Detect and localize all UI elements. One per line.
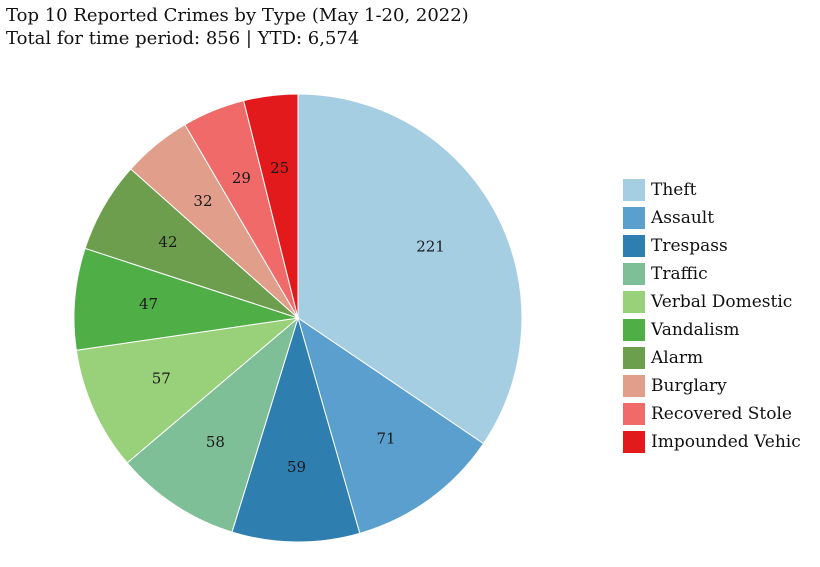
pie-slice-traffic <box>126 316 299 533</box>
data-label-traffic: 58 <box>206 433 225 451</box>
data-label-theft: 221 <box>416 238 445 256</box>
chart-titles: Top 10 Reported Crimes by Type (May 1-20… <box>6 4 469 50</box>
legend-swatch <box>623 207 645 229</box>
legend-swatch <box>623 431 645 453</box>
legend-label: Traffic <box>651 264 708 284</box>
legend-swatch <box>623 179 645 201</box>
data-label-impounded-vehic: 25 <box>270 159 289 177</box>
legend-item-burglary: Burglary <box>623 372 801 400</box>
legend-swatch <box>623 375 645 397</box>
legend-item-trespass: Trespass <box>623 232 801 260</box>
legend-label: Trespass <box>651 236 728 256</box>
pie-slice-vandalism <box>73 247 299 351</box>
legend-item-recovered-stole: Recovered Stole <box>623 400 801 428</box>
legend-item-verbal-domestic: Verbal Domestic <box>623 288 801 316</box>
data-label-verbal-domestic: 57 <box>152 370 171 388</box>
legend-label: Recovered Stole <box>651 404 792 424</box>
legend-item-alarm: Alarm <box>623 344 801 372</box>
pie-slice-theft <box>297 93 523 445</box>
legend-item-theft: Theft <box>623 176 801 204</box>
pie-slice-impounded-vehic <box>243 93 299 319</box>
legend-item-traffic: Traffic <box>623 260 801 288</box>
legend-item-impounded-vehic: Impounded Vehic <box>623 428 801 456</box>
data-label-vandalism: 47 <box>139 295 158 313</box>
legend-swatch <box>623 291 645 313</box>
data-label-recovered-stole: 29 <box>232 169 251 187</box>
legend-swatch <box>623 263 645 285</box>
data-label-assault: 71 <box>377 429 396 447</box>
pie-slices <box>73 93 523 543</box>
legend-label: Alarm <box>651 348 704 368</box>
data-label-alarm: 42 <box>158 233 177 251</box>
legend-label: Assault <box>651 208 715 228</box>
pie-slice-verbal-domestic <box>75 317 300 464</box>
legend-swatch <box>623 235 645 257</box>
chart-title: Top 10 Reported Crimes by Type (May 1-20… <box>6 5 469 26</box>
data-label-burglary: 32 <box>193 192 212 210</box>
pie-slice-trespass <box>231 316 361 543</box>
legend-item-assault: Assault <box>623 204 801 232</box>
pie-data-labels: 221 71 59 58 57 47 42 32 29 25 <box>139 159 445 476</box>
chart-subtitle: Total for time period: 856 | YTD: 6,574 <box>6 28 360 49</box>
legend-swatch <box>623 319 645 341</box>
data-label-trespass: 59 <box>287 458 306 476</box>
legend-label: Burglary <box>651 376 727 396</box>
legend-swatch <box>623 347 645 369</box>
legend: Theft Assault Trespass Traffic Verbal Domest… <box>623 176 801 456</box>
legend-label: Theft <box>651 180 697 200</box>
legend-swatch <box>623 403 645 425</box>
legend-item-vandalism: Vandalism <box>623 316 801 344</box>
pie-chart: 221 71 59 58 57 47 42 32 29 25 <box>73 93 523 543</box>
legend-label: Verbal Domestic <box>651 292 793 312</box>
legend-label: Vandalism <box>651 320 740 340</box>
legend-label: Impounded Vehic <box>651 432 801 452</box>
